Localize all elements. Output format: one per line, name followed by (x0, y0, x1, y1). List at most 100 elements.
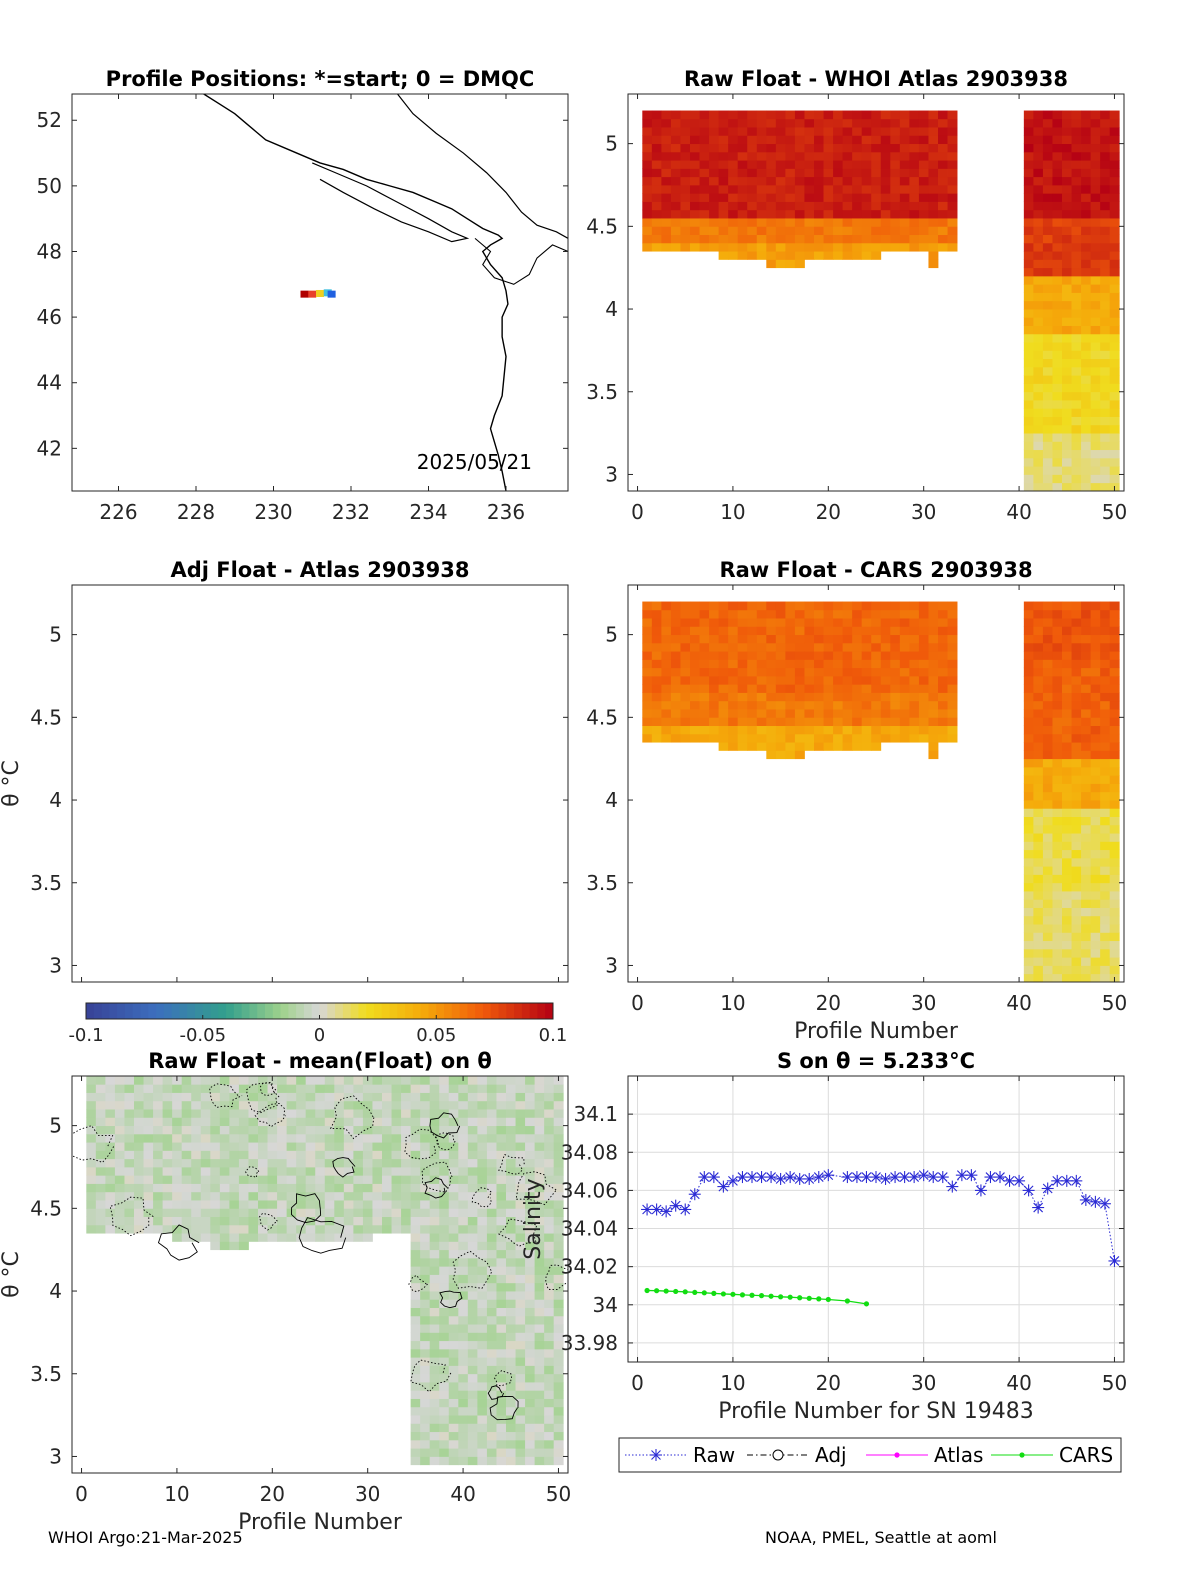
heatmap-cell (1071, 667, 1082, 677)
heatmap-cell (938, 626, 948, 636)
heatmap-cell (343, 1183, 354, 1193)
heatmap-cell (852, 692, 863, 702)
heatmap-cell (680, 242, 691, 252)
heatmap-cell (458, 1282, 469, 1292)
heatmap-cell (229, 1142, 240, 1151)
heatmap-cell (871, 642, 882, 652)
series-raw-point (936, 1171, 949, 1184)
heatmap-cell (1071, 684, 1082, 693)
heatmap-cell (458, 1398, 469, 1408)
heatmap-cell (506, 1439, 516, 1449)
heatmap-cell (1023, 783, 1034, 793)
heatmap-cell (1090, 209, 1101, 219)
heatmap-cell (286, 1183, 297, 1193)
heatmap-cell (1052, 675, 1063, 685)
heatmap-cell (200, 1100, 211, 1110)
heatmap-cell (823, 184, 834, 194)
heatmap-cell (928, 618, 939, 627)
heatmap-cell (1090, 824, 1101, 834)
heatmap-cell (229, 1216, 240, 1226)
heatmap-cell (1071, 251, 1082, 260)
colorbar-swatch (327, 1003, 336, 1019)
heatmap-cell (458, 1423, 469, 1433)
series-cars-point (711, 1290, 717, 1296)
heatmap-cell (871, 234, 882, 244)
heatmap-cell (467, 1125, 478, 1135)
heatmap-cell (1052, 342, 1063, 351)
heatmap-cell (95, 1166, 106, 1176)
heatmap-cell (95, 1092, 106, 1102)
heatmap-cell (842, 634, 853, 644)
heatmap-cell (439, 1415, 450, 1424)
heatmap-cell (890, 242, 901, 252)
heatmap-cell (1052, 659, 1063, 669)
heatmap-cell (1090, 609, 1101, 619)
heatmap-cell (1033, 808, 1044, 817)
contour-line (493, 1369, 513, 1387)
heatmap-cell (1033, 466, 1044, 475)
heatmap-cell (871, 110, 882, 120)
heatmap-cell (1062, 408, 1072, 417)
heatmap-cell (172, 1125, 183, 1135)
series-cars-point (787, 1294, 793, 1300)
heatmap-cell (842, 700, 853, 710)
heatmap-cell (1071, 609, 1082, 619)
heatmap-cell (861, 151, 872, 161)
heatmap-cell (172, 1084, 183, 1093)
heatmap-cell (1071, 841, 1082, 851)
heatmap-cell (690, 118, 700, 128)
heatmap-cell (909, 118, 920, 128)
heatmap-cell (709, 184, 720, 194)
heatmap-cell (525, 1365, 536, 1375)
heatmap-cell (756, 742, 767, 751)
heatmap-cell (918, 242, 929, 252)
heatmap-cell (410, 1373, 421, 1383)
heatmap-cell (286, 1109, 297, 1118)
heatmap-cell (861, 667, 872, 677)
heatmap-cell (1062, 375, 1072, 384)
heatmap-cell (871, 742, 882, 751)
heatmap-cell (506, 1332, 516, 1342)
heatmap-cell (1042, 135, 1053, 145)
heatmap-cell (458, 1324, 469, 1333)
heatmap-cell (1081, 176, 1092, 186)
heatmap-cell (229, 1100, 240, 1110)
heatmap-cell (947, 675, 958, 685)
heatmap-cell (918, 193, 929, 202)
heatmap-cell (1042, 474, 1053, 484)
heatmap-cell (467, 1241, 478, 1251)
heatmap-cell (785, 242, 796, 252)
heatmap-cell (1052, 667, 1063, 677)
heatmap-cell (804, 118, 815, 128)
heatmap-cell (709, 218, 720, 227)
heatmap-cell (496, 1315, 507, 1325)
heatmap-cell (1052, 176, 1063, 186)
heatmap-cell (737, 218, 748, 227)
heatmap-cell (833, 659, 844, 669)
heatmap-cell (534, 1175, 545, 1184)
heatmap-cell (114, 1200, 125, 1209)
heatmap-cell (794, 659, 805, 669)
heatmap-cell (928, 184, 939, 194)
heatmap-cell (448, 1249, 459, 1259)
heatmap-cell (1052, 449, 1063, 459)
heatmap-cell (277, 1183, 288, 1193)
heatmap-cell (200, 1125, 211, 1135)
heatmap-cell (1090, 965, 1101, 975)
heatmap-cell (238, 1133, 249, 1143)
heatmap-cell (1052, 948, 1063, 958)
heatmap-cell (899, 659, 910, 669)
heatmap-cell (852, 218, 863, 227)
heatmap-cell (315, 1191, 326, 1201)
series-cars-point (739, 1292, 746, 1298)
heatmap-cell (718, 184, 729, 194)
heatmap-cell (1109, 891, 1120, 900)
heatmap-cell (804, 742, 815, 751)
heatmap-cell (410, 1076, 421, 1085)
heatmap-cell (439, 1100, 450, 1110)
heatmap-cell (737, 709, 748, 718)
heatmap-cell (1100, 642, 1111, 652)
heatmap-cell (1071, 973, 1082, 982)
heatmap-cell (219, 1076, 230, 1085)
heatmap-cell (515, 1431, 526, 1441)
